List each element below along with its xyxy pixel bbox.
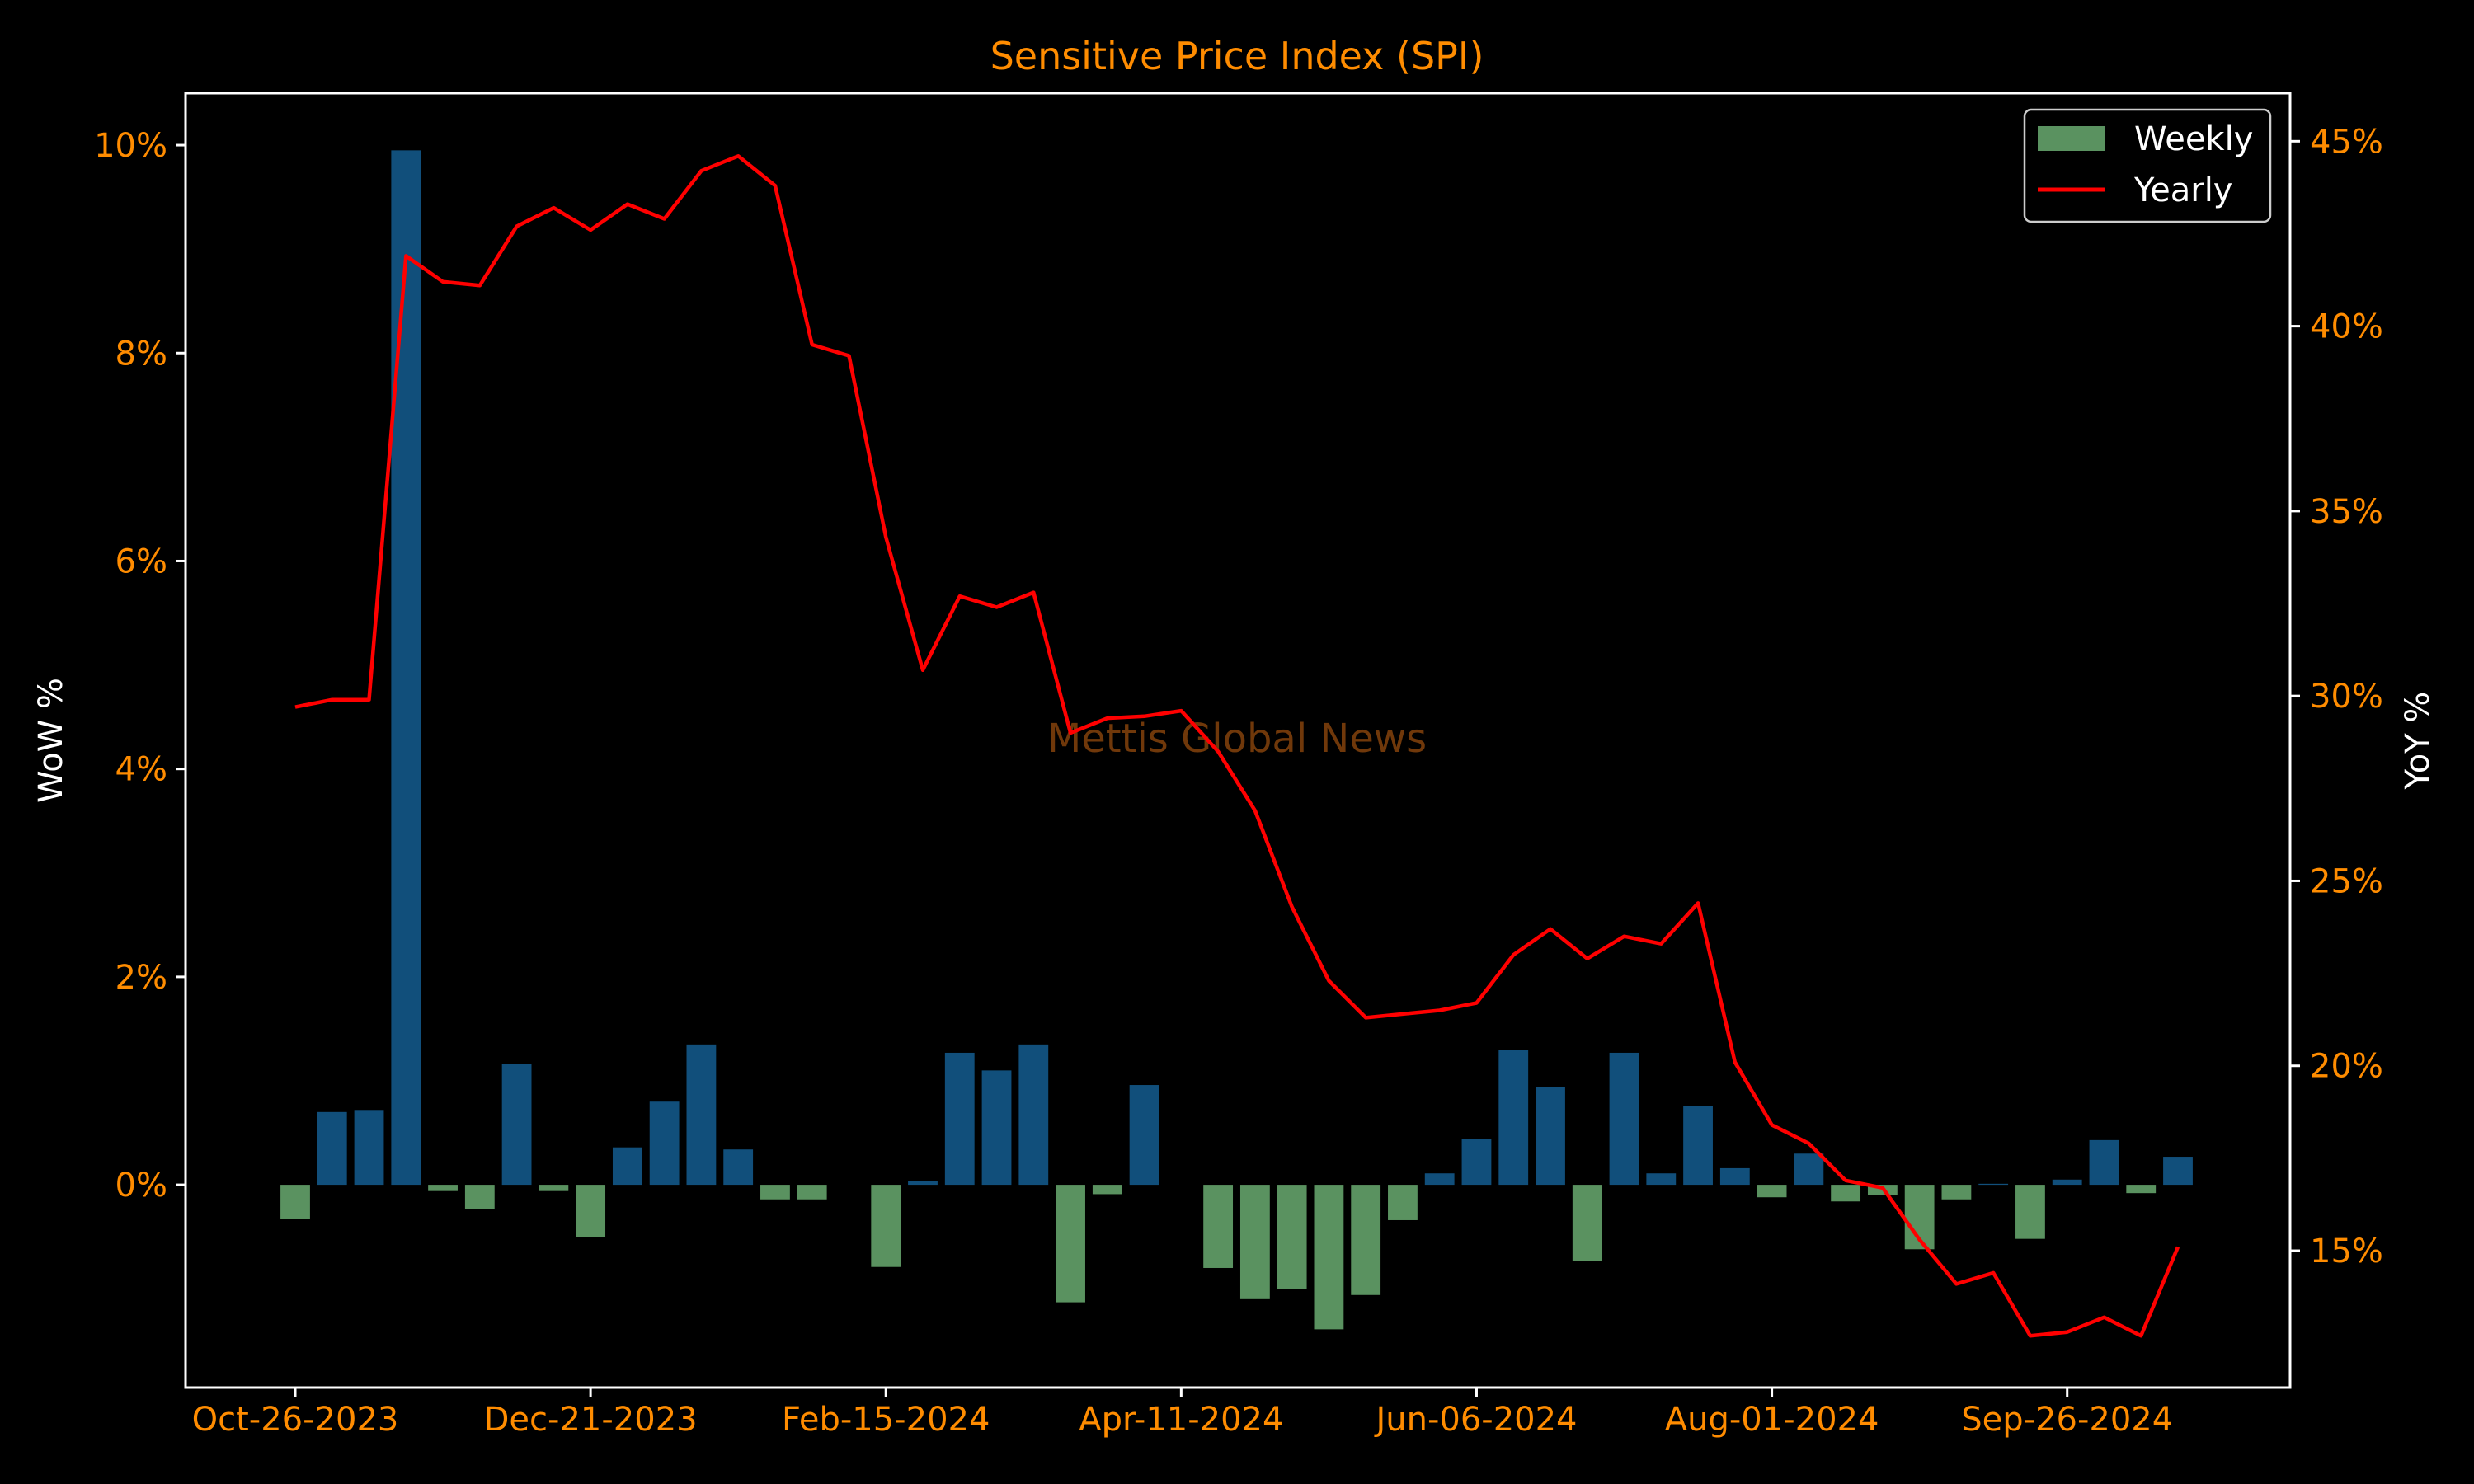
weekly-bar — [686, 1044, 717, 1186]
right-tick-label: 45% — [2310, 123, 2383, 161]
weekly-bar — [1203, 1185, 1234, 1268]
right-tick-label: 35% — [2310, 493, 2383, 531]
left-tick-label: 4% — [115, 751, 167, 789]
right-tick-label: 25% — [2310, 862, 2383, 900]
right-tick-label: 40% — [2310, 308, 2383, 346]
right-tick-label: 15% — [2310, 1233, 2383, 1270]
legend-weekly-label: Weekly — [2134, 120, 2253, 158]
weekly-bar — [1498, 1050, 1529, 1186]
weekly-bar — [944, 1052, 975, 1186]
weekly-bar — [2126, 1185, 2157, 1194]
weekly-bar — [871, 1185, 901, 1267]
yearly-line — [294, 154, 2180, 1338]
legend-yearly-label: Yearly — [2133, 171, 2232, 209]
x-axis: Oct-26-2023 Dec-21-2023 Feb-15-2024 Apr-11-… — [192, 1388, 2173, 1439]
weekly-bar — [1277, 1185, 1307, 1289]
x-tick-label: Oct-26-2023 — [192, 1401, 399, 1439]
x-tick-label: Jun-06-2024 — [1373, 1401, 1577, 1439]
weekly-bar — [2015, 1185, 2045, 1239]
left-tick-label: 6% — [115, 542, 167, 580]
right-tick-label: 30% — [2310, 678, 2383, 716]
weekly-bar — [391, 150, 421, 1186]
weekly-bar — [1646, 1173, 1677, 1186]
weekly-bar — [1941, 1185, 1972, 1200]
weekly-bar — [1314, 1185, 1344, 1330]
legend: Weekly Yearly — [2023, 108, 2272, 223]
weekly-bar — [612, 1147, 642, 1186]
weekly-bar — [1461, 1139, 1492, 1186]
weekly-bar — [576, 1185, 606, 1237]
weekly-bar — [1831, 1185, 1861, 1202]
weekly-bar — [464, 1185, 495, 1209]
left-axis: 0% 2% 4% 6% 8% 10% — [94, 127, 186, 1205]
weekly-bar — [649, 1101, 680, 1186]
weekly-bar — [1424, 1173, 1455, 1186]
weekly-bar — [1092, 1185, 1122, 1195]
weekly-bar — [1056, 1185, 1085, 1303]
legend-weekly-swatch — [2038, 126, 2105, 151]
plot-frame — [184, 92, 2292, 1389]
weekly-bar — [317, 1111, 347, 1186]
weekly-bar — [908, 1181, 938, 1186]
weekly-bar — [1129, 1085, 1159, 1186]
weekly-bar — [1794, 1153, 1824, 1186]
weekly-bars — [280, 150, 2193, 1330]
x-tick-label: Feb-15-2024 — [782, 1401, 990, 1439]
left-tick-label: 10% — [94, 127, 167, 165]
weekly-bar — [2089, 1139, 2119, 1186]
weekly-bar — [797, 1185, 827, 1200]
right-tick-label: 20% — [2310, 1048, 2383, 1086]
weekly-bar — [981, 1070, 1012, 1186]
weekly-bar — [1757, 1185, 1787, 1198]
yearly-line-layer — [294, 154, 2180, 1338]
weekly-bar — [2052, 1179, 2082, 1186]
right-axis-title: YoY % — [2399, 692, 2437, 791]
watermark-text: Mettis Global News — [1047, 716, 1427, 762]
weekly-bar — [1018, 1044, 1049, 1186]
x-tick-label: Aug-01-2024 — [1665, 1401, 1879, 1439]
x-tick-label: Apr-11-2024 — [1079, 1401, 1283, 1439]
weekly-bar — [1572, 1185, 1602, 1261]
right-axis: 15% 20% 25% 30% 35% 40% 45% — [2290, 123, 2383, 1270]
weekly-bar — [1978, 1183, 2009, 1186]
weekly-bar — [760, 1185, 790, 1200]
x-tick-label: Dec-21-2023 — [484, 1401, 698, 1439]
chart-title: Sensitive Price Index (SPI) — [990, 34, 1484, 78]
weekly-bar — [428, 1185, 458, 1191]
weekly-bar — [354, 1110, 384, 1186]
weekly-bar — [2163, 1157, 2193, 1186]
weekly-bar — [1388, 1185, 1418, 1220]
weekly-bar — [501, 1064, 532, 1186]
left-tick-label: 8% — [115, 335, 167, 373]
left-tick-label: 0% — [115, 1167, 167, 1205]
weekly-bar — [280, 1185, 310, 1219]
weekly-bar — [1719, 1167, 1750, 1186]
weekly-bar — [723, 1149, 754, 1186]
left-axis-title: WoW % — [32, 678, 70, 803]
x-tick-label: Sep-26-2024 — [1961, 1401, 2173, 1439]
weekly-bar — [1609, 1052, 1639, 1186]
weekly-bar — [539, 1185, 569, 1191]
weekly-bar — [1683, 1106, 1713, 1186]
weekly-bar — [1239, 1185, 1270, 1299]
weekly-bar — [1351, 1185, 1381, 1295]
weekly-bar — [1536, 1087, 1565, 1186]
left-tick-label: 2% — [115, 959, 167, 997]
